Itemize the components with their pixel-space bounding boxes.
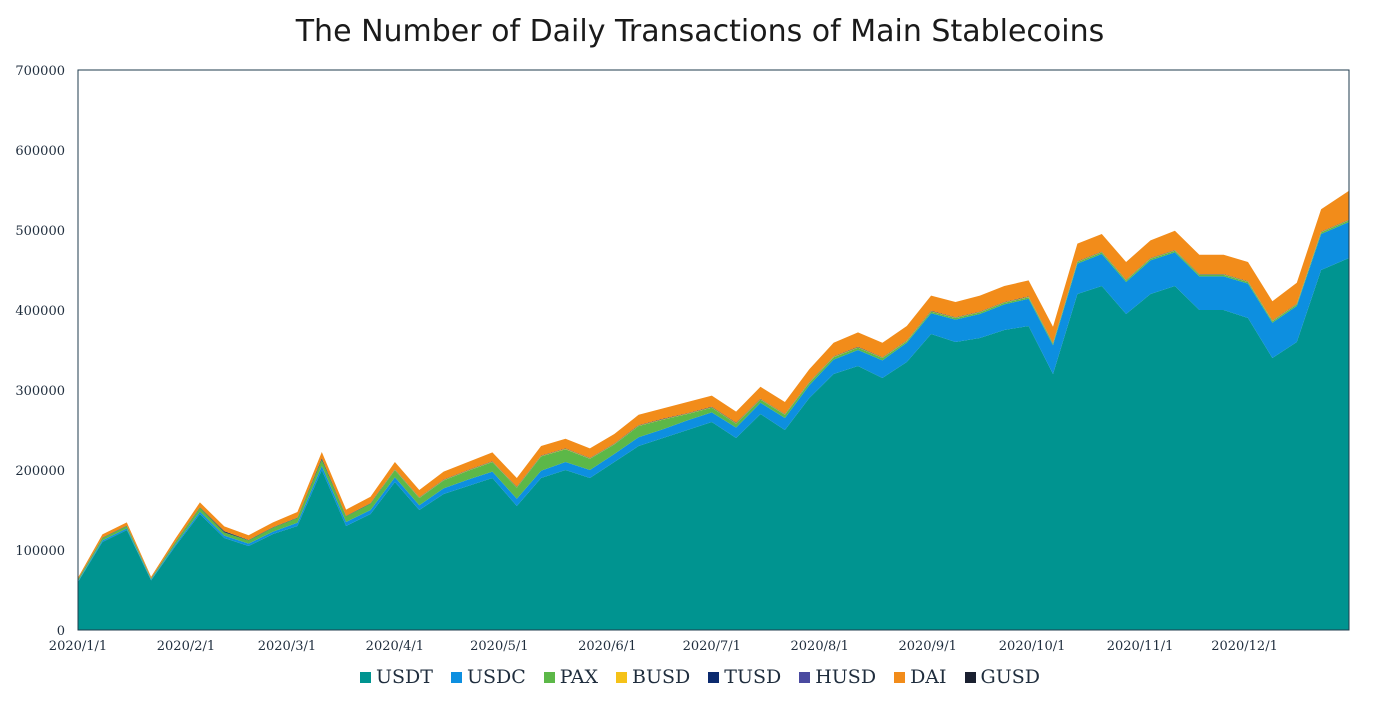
chart-title: The Number of Daily Transactions of Main… [295, 14, 1105, 49]
x-tick-label: 2020/11/1 [1107, 639, 1174, 654]
x-tick-label: 2020/9/1 [898, 639, 956, 654]
area-layers [78, 190, 1349, 630]
legend-label: TUSD [724, 666, 782, 688]
legend-item-usdc: USDC [450, 666, 526, 688]
x-tick-label: 2020/8/1 [791, 639, 849, 654]
legend-swatch [708, 671, 720, 683]
legend-label: USDC [466, 666, 526, 688]
legend-label: BUSD [632, 666, 691, 688]
legend: USDT USDC PAX BUSD TUSD HUSD DAI GUSD [0, 666, 1400, 688]
x-tick-label: 2020/3/1 [258, 639, 316, 654]
legend-label: HUSD [815, 666, 877, 688]
stacked-area-chart: 0 100000 200000 300000 400000 500000 600000 700… [15, 64, 1350, 654]
series-area-usdc [78, 222, 1349, 582]
y-tick-label: 300000 [15, 384, 65, 399]
y-tick-label: 200000 [15, 464, 65, 479]
legend-swatch [964, 671, 976, 683]
legend-item-dai: DAI [894, 666, 947, 688]
y-axis: 0 100000 200000 300000 400000 500000 600000 700… [15, 64, 65, 639]
x-tick-label: 2020/2/1 [157, 639, 215, 654]
legend-label: GUSD [980, 666, 1040, 688]
x-tick-label: 2020/7/1 [683, 639, 741, 654]
legend-item-husd: HUSD [799, 666, 876, 688]
y-tick-label: 0 [57, 624, 65, 639]
x-tick-label: 2020/4/1 [366, 639, 424, 654]
legend-swatch [450, 671, 462, 683]
x-tick-label: 2020/5/1 [470, 639, 528, 654]
legend-item-gusd: GUSD [964, 666, 1040, 688]
legend-label: PAX [559, 666, 599, 688]
x-tick-label: 2020/1/1 [49, 639, 107, 654]
y-tick-label: 500000 [15, 224, 65, 239]
series-area-dai [78, 190, 1349, 580]
legend-item-pax: PAX [543, 666, 599, 688]
y-tick-label: 100000 [15, 544, 65, 559]
x-tick-label: 2020/6/1 [578, 639, 636, 654]
legend-item-usdt: USDT [360, 666, 433, 688]
y-tick-label: 700000 [15, 64, 65, 79]
x-axis: 2020/1/1 2020/2/1 2020/3/1 2020/4/1 2020/5/1… [49, 639, 1278, 654]
legend-item-tusd: TUSD [708, 666, 781, 688]
series-area-usdt [78, 258, 1349, 630]
legend-swatch [360, 671, 371, 683]
x-tick-label: 2020/10/1 [999, 639, 1066, 654]
legend-label: USDT [376, 666, 433, 688]
legend-item-busd: BUSD [616, 666, 690, 688]
y-tick-label: 400000 [15, 304, 65, 319]
legend-swatch [616, 671, 628, 683]
legend-swatch [894, 671, 906, 683]
legend-swatch [543, 671, 555, 683]
legend-label: DAI [910, 666, 947, 688]
y-tick-label: 600000 [15, 144, 65, 159]
legend-swatch [799, 671, 811, 683]
plot-frame [77, 69, 1350, 631]
x-tick-label: 2020/12/1 [1211, 639, 1278, 654]
